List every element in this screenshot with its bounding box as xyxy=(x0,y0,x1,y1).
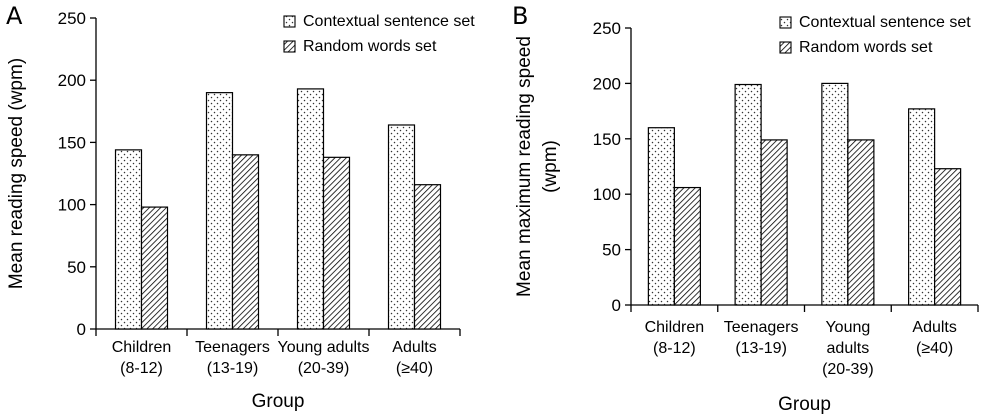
category-label: (≥40) xyxy=(396,360,433,377)
bar-random xyxy=(934,168,962,306)
category-label: (20-39) xyxy=(822,361,874,378)
category-label: (8-12) xyxy=(120,360,163,377)
y-tick-label: 150 xyxy=(593,130,621,149)
category-label: Teenagers xyxy=(195,339,270,356)
y-tick-label: 100 xyxy=(58,196,86,215)
y-tick-label: 50 xyxy=(602,241,621,260)
legend-swatch xyxy=(283,15,296,28)
panel-b: B 0 50 100 150 200 250 Children (8-12) Teenagers… xyxy=(512,2,979,414)
y-tick-label: 0 xyxy=(612,296,621,315)
bar-contextual xyxy=(647,127,675,306)
y-tick-label: 50 xyxy=(67,258,86,277)
legend-entry: Random words set xyxy=(799,39,933,56)
y-tick-label: 100 xyxy=(593,185,621,204)
y-tick-label: 250 xyxy=(58,9,86,28)
legend-entry: Contextual sentence set xyxy=(799,14,971,31)
legend-swatch xyxy=(779,41,792,54)
category-label: (13-19) xyxy=(735,340,787,357)
bar-contextual xyxy=(821,82,849,306)
legend-swatch xyxy=(283,40,296,53)
category-label: (20-39) xyxy=(298,360,350,377)
category-label: Adults xyxy=(912,319,956,336)
x-axis-title: Group xyxy=(252,391,305,412)
bar-random xyxy=(231,154,260,330)
bar-random xyxy=(847,139,875,306)
y-tick-label: 250 xyxy=(593,19,621,38)
panel-label: A xyxy=(6,2,23,30)
bar-contextual xyxy=(908,108,936,306)
bar-contextual xyxy=(114,149,143,330)
panel-a: A 0 50 100 150 200 250 Children (8-12) Teenagers… xyxy=(6,2,475,412)
category-label: adults xyxy=(827,340,870,357)
panel-label: B xyxy=(512,2,528,30)
category-label: (13-19) xyxy=(207,360,259,377)
bar-random xyxy=(760,139,788,306)
bar-random xyxy=(673,186,701,306)
legend-swatch xyxy=(779,16,792,29)
x-axis-title: Group xyxy=(778,394,831,414)
y-axis-title: (wpm) xyxy=(540,140,561,193)
bar-contextual xyxy=(734,83,762,306)
category-label: (≥40) xyxy=(916,340,953,357)
bar-random xyxy=(413,184,442,330)
category-label: Children xyxy=(112,339,172,356)
y-tick-label: 200 xyxy=(593,74,621,93)
y-tick-label: 150 xyxy=(58,133,86,152)
bar-random xyxy=(322,156,351,330)
y-tick-label: 0 xyxy=(77,320,86,339)
category-label: Children xyxy=(645,319,705,336)
category-label: Teenagers xyxy=(724,319,799,336)
legend-entry: Random words set xyxy=(303,38,437,55)
category-label: Young xyxy=(825,319,870,336)
bar-random xyxy=(140,206,169,330)
category-label: Adults xyxy=(392,339,436,356)
y-tick-label: 200 xyxy=(58,71,86,90)
bar-contextual xyxy=(205,92,234,330)
category-label: (8-12) xyxy=(653,340,696,357)
category-label: Young adults xyxy=(278,339,370,356)
y-axis-title: Mean maximum reading speed xyxy=(514,36,535,297)
bar-contextual xyxy=(296,88,325,330)
y-axis-title: Mean reading speed (wpm) xyxy=(6,58,27,289)
bar-contextual xyxy=(387,124,416,330)
legend-entry: Contextual sentence set xyxy=(303,13,475,30)
